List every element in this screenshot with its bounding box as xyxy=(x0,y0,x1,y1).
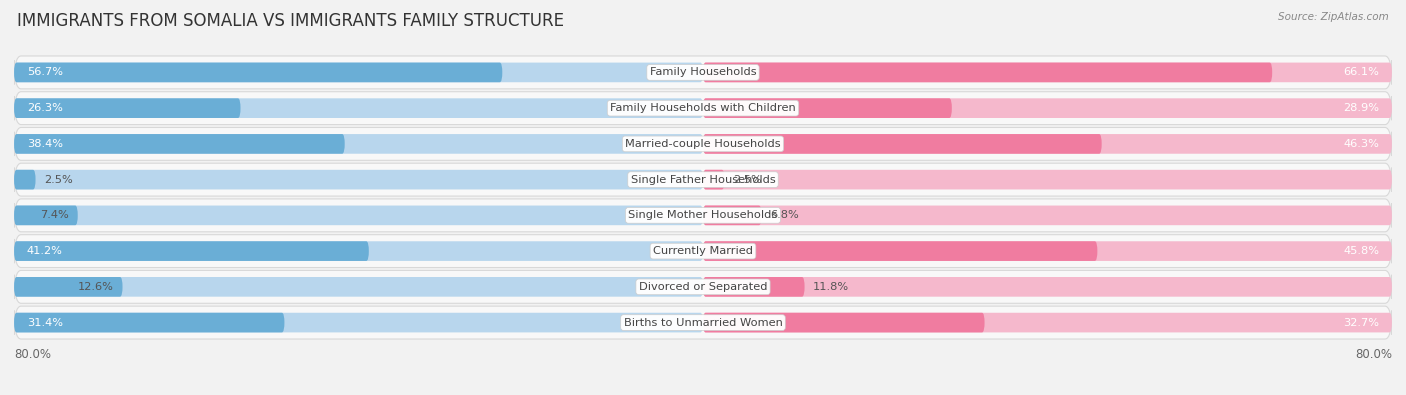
FancyBboxPatch shape xyxy=(703,98,952,118)
FancyBboxPatch shape xyxy=(14,277,703,297)
Text: Family Households: Family Households xyxy=(650,68,756,77)
FancyBboxPatch shape xyxy=(703,241,1392,261)
FancyBboxPatch shape xyxy=(703,134,1392,154)
Text: 2.5%: 2.5% xyxy=(733,175,762,184)
Text: 38.4%: 38.4% xyxy=(27,139,63,149)
Text: Family Households with Children: Family Households with Children xyxy=(610,103,796,113)
FancyBboxPatch shape xyxy=(14,163,1392,196)
FancyBboxPatch shape xyxy=(14,62,502,82)
FancyBboxPatch shape xyxy=(14,62,703,82)
FancyBboxPatch shape xyxy=(14,306,1392,339)
Text: 26.3%: 26.3% xyxy=(27,103,63,113)
Text: Source: ZipAtlas.com: Source: ZipAtlas.com xyxy=(1278,12,1389,22)
FancyBboxPatch shape xyxy=(703,62,1272,82)
FancyBboxPatch shape xyxy=(703,205,1392,225)
FancyBboxPatch shape xyxy=(14,277,122,297)
FancyBboxPatch shape xyxy=(14,56,1392,89)
Text: Births to Unmarried Women: Births to Unmarried Women xyxy=(624,318,782,327)
Text: Divorced or Separated: Divorced or Separated xyxy=(638,282,768,292)
FancyBboxPatch shape xyxy=(14,313,703,333)
Text: IMMIGRANTS FROM SOMALIA VS IMMIGRANTS FAMILY STRUCTURE: IMMIGRANTS FROM SOMALIA VS IMMIGRANTS FA… xyxy=(17,12,564,30)
FancyBboxPatch shape xyxy=(703,313,1392,333)
Text: Currently Married: Currently Married xyxy=(652,246,754,256)
FancyBboxPatch shape xyxy=(703,98,1392,118)
FancyBboxPatch shape xyxy=(14,205,77,225)
FancyBboxPatch shape xyxy=(14,134,703,154)
Text: 2.5%: 2.5% xyxy=(44,175,73,184)
Text: 28.9%: 28.9% xyxy=(1343,103,1379,113)
FancyBboxPatch shape xyxy=(14,271,1392,303)
Text: 6.8%: 6.8% xyxy=(770,211,799,220)
FancyBboxPatch shape xyxy=(14,241,703,261)
Text: 32.7%: 32.7% xyxy=(1343,318,1379,327)
Text: 31.4%: 31.4% xyxy=(27,318,63,327)
FancyBboxPatch shape xyxy=(703,134,1102,154)
Text: 80.0%: 80.0% xyxy=(14,348,51,361)
FancyBboxPatch shape xyxy=(703,277,804,297)
FancyBboxPatch shape xyxy=(14,205,703,225)
FancyBboxPatch shape xyxy=(14,170,703,190)
FancyBboxPatch shape xyxy=(14,98,703,118)
Text: 66.1%: 66.1% xyxy=(1343,68,1379,77)
Text: 56.7%: 56.7% xyxy=(27,68,63,77)
Text: 41.2%: 41.2% xyxy=(27,246,63,256)
Text: 80.0%: 80.0% xyxy=(1355,348,1392,361)
FancyBboxPatch shape xyxy=(703,277,1392,297)
FancyBboxPatch shape xyxy=(14,313,284,333)
Text: 7.4%: 7.4% xyxy=(41,211,69,220)
FancyBboxPatch shape xyxy=(14,92,1392,124)
FancyBboxPatch shape xyxy=(14,241,368,261)
Text: 45.8%: 45.8% xyxy=(1343,246,1379,256)
Text: Married-couple Households: Married-couple Households xyxy=(626,139,780,149)
Text: 11.8%: 11.8% xyxy=(813,282,849,292)
FancyBboxPatch shape xyxy=(14,98,240,118)
Text: 46.3%: 46.3% xyxy=(1343,139,1379,149)
FancyBboxPatch shape xyxy=(14,128,1392,160)
FancyBboxPatch shape xyxy=(14,134,344,154)
FancyBboxPatch shape xyxy=(14,170,35,190)
FancyBboxPatch shape xyxy=(703,205,762,225)
FancyBboxPatch shape xyxy=(703,62,1392,82)
FancyBboxPatch shape xyxy=(14,199,1392,232)
FancyBboxPatch shape xyxy=(14,235,1392,267)
Text: Single Mother Households: Single Mother Households xyxy=(628,211,778,220)
FancyBboxPatch shape xyxy=(703,241,1098,261)
Text: 12.6%: 12.6% xyxy=(79,282,114,292)
FancyBboxPatch shape xyxy=(703,313,984,333)
FancyBboxPatch shape xyxy=(703,170,1392,190)
FancyBboxPatch shape xyxy=(703,170,724,190)
Text: Single Father Households: Single Father Households xyxy=(631,175,775,184)
